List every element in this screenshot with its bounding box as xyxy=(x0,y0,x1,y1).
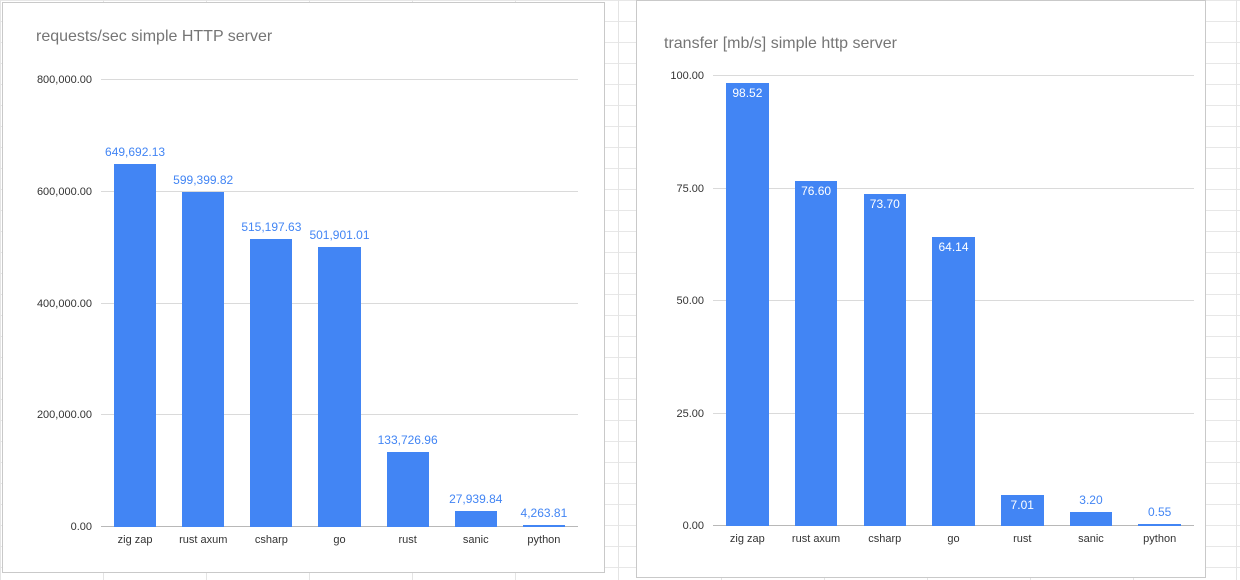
bar: 64.14 xyxy=(932,237,975,526)
gridline xyxy=(713,75,1194,76)
bar-value-label: 4,263.81 xyxy=(520,505,568,520)
x-axis-category-label: rust axum xyxy=(791,533,841,545)
y-axis-tick-label: 800,000.00 xyxy=(36,74,92,86)
bar-value-label: 76.60 xyxy=(801,184,832,199)
bar: 599,399.82 xyxy=(173,173,233,527)
x-axis-category-label: python xyxy=(527,534,561,546)
y-axis-tick-label: 600,000.00 xyxy=(36,185,92,198)
bar-column: 501,901.01 xyxy=(305,80,373,527)
bar-column: 98.52 xyxy=(713,76,782,526)
x-axis-labels: zig zap rust axum csharp go rust sanic python xyxy=(713,533,1194,545)
bar: 73.70 xyxy=(863,194,907,526)
y-axis-tick-label: 0.00 xyxy=(70,521,92,533)
bar: 76.60 xyxy=(794,181,838,526)
y-axis-tick-label: 75.00 xyxy=(676,182,704,195)
bar: 515,197.63 xyxy=(241,220,301,527)
bar: 27,939.84 xyxy=(449,492,502,527)
bar-column: 649,692.13 xyxy=(101,80,169,527)
bar-value-label: 7.01 xyxy=(1010,497,1034,512)
bar-column: 515,197.63 xyxy=(237,80,305,527)
bar-value-label: 515,197.63 xyxy=(241,220,302,235)
bar-value-label: 501,901.01 xyxy=(309,227,370,242)
plot-area: 0.00 200,000.00 400,000.00 600,000.00 800,00… xyxy=(37,74,578,546)
bar-value-label: 27,939.84 xyxy=(449,492,503,507)
bar-value-label: 599,399.82 xyxy=(173,173,234,188)
bar-value-label: 0.55 xyxy=(1147,504,1172,519)
chart-card-requests-per-sec[interactable]: requests/sec simple HTTP server 0.00 200,… xyxy=(2,2,605,573)
x-axis-category-label: sanic xyxy=(462,534,489,546)
gridline xyxy=(713,187,1194,189)
bar-value-label: 133,726.96 xyxy=(377,433,438,448)
bar-value-label: 64.14 xyxy=(938,240,969,255)
x-axis-category-label: python xyxy=(1143,533,1177,545)
x-axis-category-label: zig zap xyxy=(729,533,765,545)
y-axis-tick-label: 100.00 xyxy=(670,70,704,82)
y-axis-tick-label: 400,000.00 xyxy=(36,297,92,310)
bar-column: 0.55 xyxy=(1125,76,1194,526)
bar-column: 76.60 xyxy=(782,76,851,526)
bar-column: 7.01 xyxy=(988,76,1057,526)
bar-column: 3.20 xyxy=(1057,76,1126,526)
bar-column: 73.70 xyxy=(850,76,919,526)
bar-column: 599,399.82 xyxy=(169,80,237,527)
x-axis-category-label: sanic xyxy=(1078,533,1104,545)
x-axis-category-label: zig zap xyxy=(117,534,153,546)
bar-column: 4,263.81 xyxy=(510,80,578,527)
x-axis-category-label: rust axum xyxy=(179,534,228,546)
x-axis-category-label: go xyxy=(333,534,346,546)
x-axis-category-label: csharp xyxy=(868,533,902,545)
bar: 501,901.01 xyxy=(309,228,370,527)
bar-column: 64.14 xyxy=(919,76,988,526)
x-axis-category-label: csharp xyxy=(254,534,288,546)
y-axis-tick-label: 50.00 xyxy=(676,295,704,307)
bar-value-label: 73.70 xyxy=(869,197,900,212)
bar-value-label: 649,692.13 xyxy=(105,145,166,159)
y-axis-tick-label: 25.00 xyxy=(676,407,704,420)
plot-area: 0.00 25.00 50.00 75.00 100.00 98.52 76.60 73.70… xyxy=(670,70,1194,545)
x-axis-labels: zig zap rust axum csharp go rust sanic python xyxy=(101,534,578,546)
x-axis-category-label: rust xyxy=(1013,533,1032,545)
bar: 98.52 xyxy=(726,82,769,526)
x-axis-category-label: go xyxy=(947,533,960,545)
y-axis-tick-label: 200,000.00 xyxy=(36,409,92,422)
bar: 4,263.81 xyxy=(521,506,567,527)
gridline xyxy=(101,79,578,80)
bar-column: 133,726.96 xyxy=(374,80,442,527)
gridline xyxy=(101,190,578,192)
y-axis-tick-label: 0.00 xyxy=(682,520,704,532)
bar-value-label: 3.20 xyxy=(1079,492,1103,507)
bar: 3.20 xyxy=(1069,493,1113,526)
bar: 0.55 xyxy=(1138,505,1181,526)
bar: 649,692.13 xyxy=(105,145,165,527)
bar: 133,726.96 xyxy=(378,433,438,527)
x-axis-category-label: rust xyxy=(398,534,417,546)
chart-title: transfer [mb/s] simple http server xyxy=(664,35,897,52)
bars-row: 98.52 76.60 73.70 64.14 7.01 3.20 0.55 xyxy=(713,76,1194,526)
bars-row: 649,692.13 599,399.82 515,197.63 501,901.01… xyxy=(101,80,578,527)
bar-column: 27,939.84 xyxy=(442,80,510,527)
chart-card-transfer-mbps[interactable]: transfer [mb/s] simple http server 0.00 2… xyxy=(636,0,1206,578)
bar-value-label: 98.52 xyxy=(732,85,763,100)
chart-title: requests/sec simple HTTP server xyxy=(36,28,273,45)
bar: 7.01 xyxy=(1000,494,1044,526)
